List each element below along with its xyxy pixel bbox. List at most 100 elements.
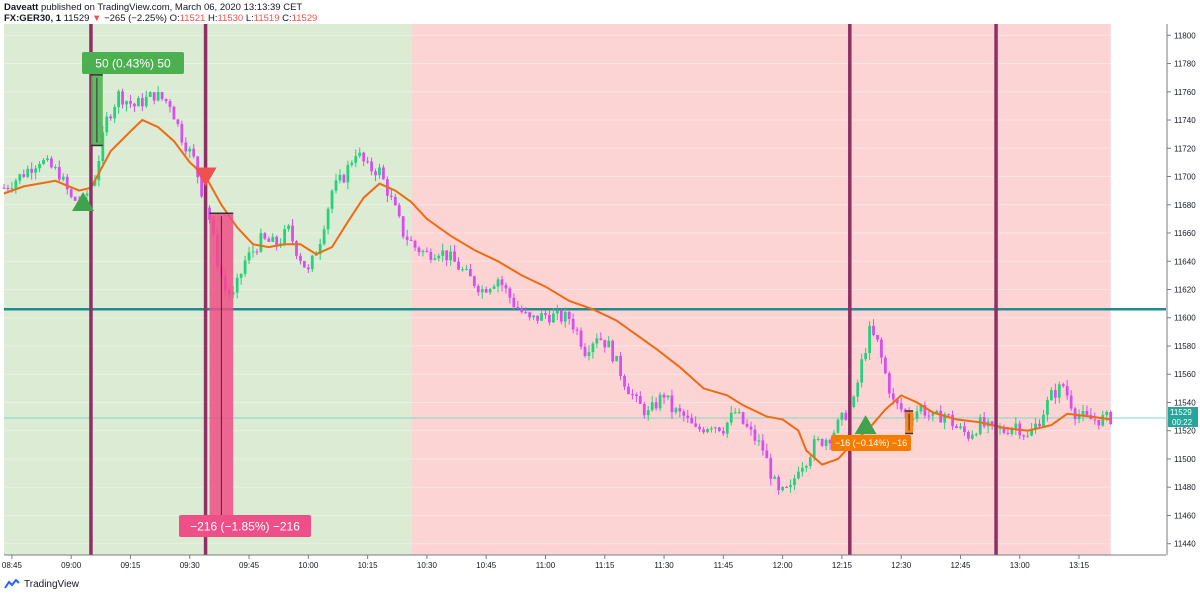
candle: [457, 261, 460, 270]
candle: [421, 250, 425, 253]
candle: [172, 106, 176, 120]
candle: [176, 119, 180, 124]
candle: [951, 414, 954, 427]
x-tick-label: 11:30: [654, 561, 674, 570]
candle: [634, 394, 638, 397]
x-tick-label: 11:00: [536, 561, 556, 570]
candle: [551, 313, 555, 323]
x-tick-label: 12:00: [773, 561, 794, 570]
candle: [310, 255, 314, 270]
candle: [532, 315, 536, 318]
y-tick-label: 11520: [1174, 427, 1196, 436]
candle: [627, 386, 630, 395]
candle: [887, 373, 891, 394]
candle: [18, 174, 22, 181]
candle: [1042, 414, 1045, 427]
candle: [741, 412, 745, 424]
candle: [852, 396, 856, 408]
candle: [461, 269, 464, 271]
candle: [1097, 419, 1101, 426]
candle: [631, 394, 634, 396]
zone-long: [4, 24, 412, 555]
candle: [915, 411, 919, 419]
candle: [322, 229, 326, 244]
candle: [797, 471, 800, 479]
candle: [959, 426, 962, 429]
close-label: C:: [282, 13, 292, 24]
candle: [729, 412, 733, 423]
candle: [749, 426, 753, 430]
symbol-label[interactable]: FX:GER30, 1: [4, 13, 62, 24]
candle: [295, 241, 298, 256]
candle: [69, 189, 73, 197]
candle: [136, 98, 140, 107]
candle: [97, 160, 101, 181]
candle: [251, 251, 255, 253]
candle: [61, 176, 65, 180]
candle: [880, 339, 883, 358]
candle: [148, 92, 152, 97]
x-tick-label: 11:15: [595, 561, 615, 570]
candle: [417, 247, 421, 253]
candle: [745, 423, 749, 427]
chart-header: Daveatt published on TradingView.com, Ma…: [0, 0, 1200, 24]
candle: [105, 116, 109, 133]
y-tick-label: 11480: [1174, 483, 1196, 492]
candle: [891, 393, 895, 400]
candle: [856, 382, 860, 397]
candle: [895, 399, 899, 404]
x-tick-label: 09:15: [120, 561, 141, 570]
countdown-text: 00:22: [1172, 418, 1193, 427]
footer: TradingView: [4, 576, 79, 592]
candle: [654, 402, 658, 409]
candle: [508, 288, 512, 298]
candle: [239, 273, 243, 278]
candle: [164, 98, 168, 102]
candle: [1049, 390, 1053, 401]
candle: [453, 251, 456, 262]
candle: [65, 176, 69, 190]
candle: [34, 168, 38, 173]
candle: [978, 417, 982, 435]
y-tick-label: 11580: [1174, 342, 1196, 351]
y-tick-label: 11720: [1174, 144, 1196, 153]
candle: [397, 205, 401, 217]
candle: [188, 148, 192, 152]
measure-badge: [179, 515, 311, 537]
author-name[interactable]: Daveatt: [4, 2, 39, 13]
candle: [733, 412, 737, 414]
price-chart[interactable]: 50 (0.43%) 50 −216 (−1.85%) −216 −16 (−0.1…: [0, 24, 1200, 576]
candle: [714, 427, 717, 429]
tradingview-logo-icon: [4, 579, 20, 589]
candle: [484, 289, 488, 293]
candle: [903, 409, 907, 413]
candle: [642, 403, 646, 416]
candle: [267, 238, 271, 242]
brand-name[interactable]: TradingView: [24, 578, 80, 590]
measure-badge-text: −16 (−0.14%) −16: [835, 438, 907, 448]
candle: [299, 255, 302, 262]
candle: [619, 355, 622, 376]
candle: [931, 413, 935, 416]
candle: [737, 412, 741, 414]
candle: [121, 91, 124, 105]
buy-triangle-icon: [72, 191, 95, 211]
candle: [496, 279, 500, 287]
candle: [516, 307, 520, 309]
candle: [607, 340, 611, 348]
candle: [133, 103, 136, 107]
candle: [196, 156, 200, 178]
candle: [690, 417, 694, 424]
candle: [520, 308, 524, 313]
candle: [998, 428, 1002, 430]
candle: [591, 343, 595, 353]
candle: [38, 163, 41, 169]
candle: [836, 419, 840, 433]
candle: [611, 340, 615, 362]
candle: [366, 161, 370, 163]
x-tick-label: 12:30: [891, 561, 912, 570]
candle: [674, 408, 678, 413]
candle: [152, 92, 156, 101]
candle: [694, 423, 698, 427]
candle: [544, 313, 547, 315]
